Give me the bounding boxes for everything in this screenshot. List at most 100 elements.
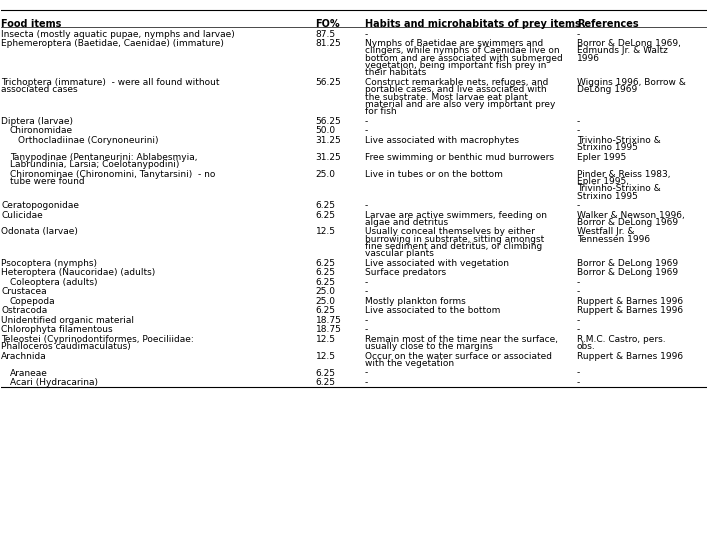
Text: their habitats: their habitats xyxy=(365,68,426,78)
Text: Borror & DeLong 1969,: Borror & DeLong 1969, xyxy=(577,39,681,48)
Text: -: - xyxy=(365,378,368,387)
Text: Arachnida: Arachnida xyxy=(1,352,47,361)
Text: 6.25: 6.25 xyxy=(315,269,335,277)
Text: Insecta (mostly aquatic pupae, nymphs and larvae): Insecta (mostly aquatic pupae, nymphs an… xyxy=(1,29,235,39)
Text: burrowing in substrate, sitting amongst: burrowing in substrate, sitting amongst xyxy=(365,235,544,244)
Text: 12.5: 12.5 xyxy=(315,227,335,236)
Text: Coleoptera (adults): Coleoptera (adults) xyxy=(10,278,97,287)
Text: usually close to the margins: usually close to the margins xyxy=(365,342,493,351)
Text: fine sediment and detritus, or climbing: fine sediment and detritus, or climbing xyxy=(365,242,542,251)
Text: 25.0: 25.0 xyxy=(315,287,335,296)
Text: -: - xyxy=(577,378,580,387)
Text: 31.25: 31.25 xyxy=(315,153,341,162)
Text: Phalloceros caudimaculatus): Phalloceros caudimaculatus) xyxy=(1,342,131,351)
Text: Ceratopogonidae: Ceratopogonidae xyxy=(1,201,79,210)
Text: Chironomidae: Chironomidae xyxy=(10,126,73,135)
Text: Chlorophyta filamentous: Chlorophyta filamentous xyxy=(1,325,113,334)
Text: 6.25: 6.25 xyxy=(315,369,335,378)
Text: Mostly plankton forms: Mostly plankton forms xyxy=(365,297,465,306)
Text: 6.25: 6.25 xyxy=(315,306,335,316)
Text: for fish: for fish xyxy=(365,108,397,116)
Text: Westfall Jr. &: Westfall Jr. & xyxy=(577,227,634,236)
Text: -: - xyxy=(365,278,368,287)
Text: -: - xyxy=(577,29,580,39)
Text: Strixino 1995: Strixino 1995 xyxy=(577,192,638,200)
Text: 56.25: 56.25 xyxy=(315,78,341,87)
Text: Free swimming or benthic mud burrowers: Free swimming or benthic mud burrowers xyxy=(365,153,554,162)
Text: tube were found: tube were found xyxy=(10,177,84,186)
Text: -: - xyxy=(577,316,580,325)
Text: 18.75: 18.75 xyxy=(315,316,341,325)
Text: Usually conceal themselves by either: Usually conceal themselves by either xyxy=(365,227,535,236)
Text: 87.5: 87.5 xyxy=(315,29,335,39)
Text: Orthocladiinae (Corynoneurini): Orthocladiinae (Corynoneurini) xyxy=(19,136,159,145)
Text: Food items: Food items xyxy=(1,19,61,29)
Text: vegetation, being important fish prey in: vegetation, being important fish prey in xyxy=(365,61,546,70)
Text: 12.5: 12.5 xyxy=(315,352,335,361)
Text: 81.25: 81.25 xyxy=(315,39,341,48)
Text: Larvae are active swimmers, feeding on: Larvae are active swimmers, feeding on xyxy=(365,211,547,219)
Text: vascular plants: vascular plants xyxy=(365,250,434,258)
Text: 6.25: 6.25 xyxy=(315,278,335,287)
Text: -: - xyxy=(577,117,580,126)
Text: algae and detritus: algae and detritus xyxy=(365,218,448,227)
Text: Acari (Hydracarina): Acari (Hydracarina) xyxy=(10,378,98,387)
Text: the substrate. Most larvae eat plant: the substrate. Most larvae eat plant xyxy=(365,93,528,102)
Text: -: - xyxy=(365,201,368,210)
Text: Ruppert & Barnes 1996: Ruppert & Barnes 1996 xyxy=(577,306,683,316)
Text: -: - xyxy=(577,201,580,210)
Text: -: - xyxy=(365,29,368,39)
Text: Ostracoda: Ostracoda xyxy=(1,306,48,316)
Text: 6.25: 6.25 xyxy=(315,259,335,268)
Text: 1996: 1996 xyxy=(577,54,600,63)
Text: DeLong 1969: DeLong 1969 xyxy=(577,85,637,94)
Text: -: - xyxy=(365,325,368,334)
Text: 25.0: 25.0 xyxy=(315,169,335,179)
Text: Strixino 1995: Strixino 1995 xyxy=(577,143,638,152)
Text: Labrundinia, Larsia; Coelotanypodini): Labrundinia, Larsia; Coelotanypodini) xyxy=(10,160,179,169)
Text: 18.75: 18.75 xyxy=(315,325,341,334)
Text: Crustacea: Crustacea xyxy=(1,287,47,296)
Text: clingers, while nymphs of Caenidae live on: clingers, while nymphs of Caenidae live … xyxy=(365,46,560,56)
Text: -: - xyxy=(577,325,580,334)
Text: Epler 1995,: Epler 1995, xyxy=(577,177,628,186)
Text: R.M.C. Castro, pers.: R.M.C. Castro, pers. xyxy=(577,335,665,344)
Text: Ephemeroptera (Baetidae, Caenidae) (immature): Ephemeroptera (Baetidae, Caenidae) (imma… xyxy=(1,39,225,48)
Text: portable cases, and live associated with: portable cases, and live associated with xyxy=(365,85,546,94)
Text: Borror & DeLong 1969: Borror & DeLong 1969 xyxy=(577,259,678,268)
Text: -: - xyxy=(365,287,368,296)
Text: Heteroptera (Naucoridae) (adults): Heteroptera (Naucoridae) (adults) xyxy=(1,269,156,277)
Text: Nymphs of Baetidae are swimmers and: Nymphs of Baetidae are swimmers and xyxy=(365,39,543,48)
Text: -: - xyxy=(365,117,368,126)
Text: Diptera (larvae): Diptera (larvae) xyxy=(1,117,74,126)
Text: -: - xyxy=(577,287,580,296)
Text: associated cases: associated cases xyxy=(1,85,78,94)
Text: Surface predators: Surface predators xyxy=(365,269,446,277)
Text: -: - xyxy=(577,369,580,378)
Text: Edmunds Jr. & Waltz: Edmunds Jr. & Waltz xyxy=(577,46,668,56)
Text: bottom and are associated with submerged: bottom and are associated with submerged xyxy=(365,54,563,63)
Text: 56.25: 56.25 xyxy=(315,117,341,126)
Text: -: - xyxy=(365,126,368,135)
Text: Odonata (larvae): Odonata (larvae) xyxy=(1,227,78,236)
Text: 25.0: 25.0 xyxy=(315,297,335,306)
Text: Live associated with macrophytes: Live associated with macrophytes xyxy=(365,136,519,145)
Text: 6.25: 6.25 xyxy=(315,378,335,387)
Text: Unidentified organic material: Unidentified organic material xyxy=(1,316,134,325)
Text: obs.: obs. xyxy=(577,342,596,351)
Text: Copepoda: Copepoda xyxy=(10,297,56,306)
Text: Chironominae (Chironomini, Tanytarsini)  - no: Chironominae (Chironomini, Tanytarsini) … xyxy=(10,169,215,179)
Text: Trivinho-Strixino &: Trivinho-Strixino & xyxy=(577,136,661,145)
Text: Live associated with vegetation: Live associated with vegetation xyxy=(365,259,509,268)
Text: Teleostei (Cyprinodontiformes, Poeciliidae:: Teleostei (Cyprinodontiformes, Poeciliid… xyxy=(1,335,194,344)
Text: Psocoptera (nymphs): Psocoptera (nymphs) xyxy=(1,259,97,268)
Text: Ruppert & Barnes 1996: Ruppert & Barnes 1996 xyxy=(577,352,683,361)
Text: Tanypodinae (Pentaneurini: Ablabesmyia,: Tanypodinae (Pentaneurini: Ablabesmyia, xyxy=(10,153,197,162)
Text: material and are also very important prey: material and are also very important pre… xyxy=(365,100,556,109)
Text: 6.25: 6.25 xyxy=(315,211,335,219)
Text: Ruppert & Barnes 1996: Ruppert & Barnes 1996 xyxy=(577,297,683,306)
Text: Araneae: Araneae xyxy=(10,369,48,378)
Text: -: - xyxy=(577,126,580,135)
Text: Habits and microhabitats of prey items: Habits and microhabitats of prey items xyxy=(365,19,581,29)
Text: Remain most of the time near the surface,: Remain most of the time near the surface… xyxy=(365,335,558,344)
